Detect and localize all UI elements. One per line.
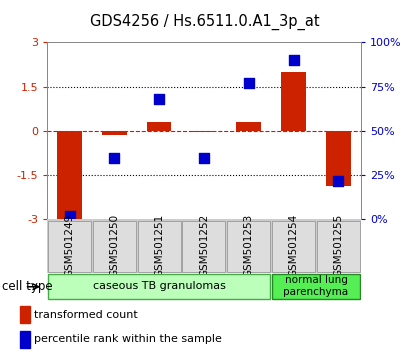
Text: GSM501249: GSM501249 [64, 213, 74, 276]
Bar [48, 274, 270, 299]
Text: GSM501252: GSM501252 [198, 213, 209, 276]
Point [111, 155, 117, 160]
Bar [92, 221, 135, 272]
Text: cell type: cell type [2, 280, 52, 293]
Text: GSM501253: GSM501253 [243, 213, 253, 276]
Point [290, 57, 296, 63]
Bar [191, 131, 216, 132]
Bar [272, 274, 359, 299]
Text: percentile rank within the sample: percentile rank within the sample [34, 334, 222, 344]
Bar [57, 131, 82, 219]
Bar [281, 72, 305, 131]
Text: GSM501250: GSM501250 [109, 213, 119, 276]
Text: normal lung
parenchyma: normal lung parenchyma [283, 275, 348, 297]
Bar [236, 121, 261, 131]
Text: GSM501255: GSM501255 [333, 213, 343, 276]
Point [66, 213, 73, 219]
Text: transformed count: transformed count [34, 310, 138, 320]
Bar [316, 221, 359, 272]
Point [155, 96, 162, 102]
Point [200, 155, 207, 160]
Text: GSM501254: GSM501254 [288, 213, 298, 276]
Bar [146, 121, 171, 131]
Bar [272, 221, 315, 272]
Point [334, 178, 341, 183]
Bar [20, 331, 30, 348]
Bar [137, 221, 180, 272]
Bar [20, 306, 30, 323]
Bar [102, 131, 126, 135]
Text: GSM501251: GSM501251 [154, 213, 164, 276]
Text: GDS4256 / Hs.6511.0.A1_3p_at: GDS4256 / Hs.6511.0.A1_3p_at [90, 14, 319, 30]
Bar [227, 221, 270, 272]
Bar [182, 221, 225, 272]
Text: caseous TB granulomas: caseous TB granulomas [92, 281, 225, 291]
Point [245, 80, 252, 86]
Bar [48, 221, 91, 272]
Bar [325, 131, 350, 185]
